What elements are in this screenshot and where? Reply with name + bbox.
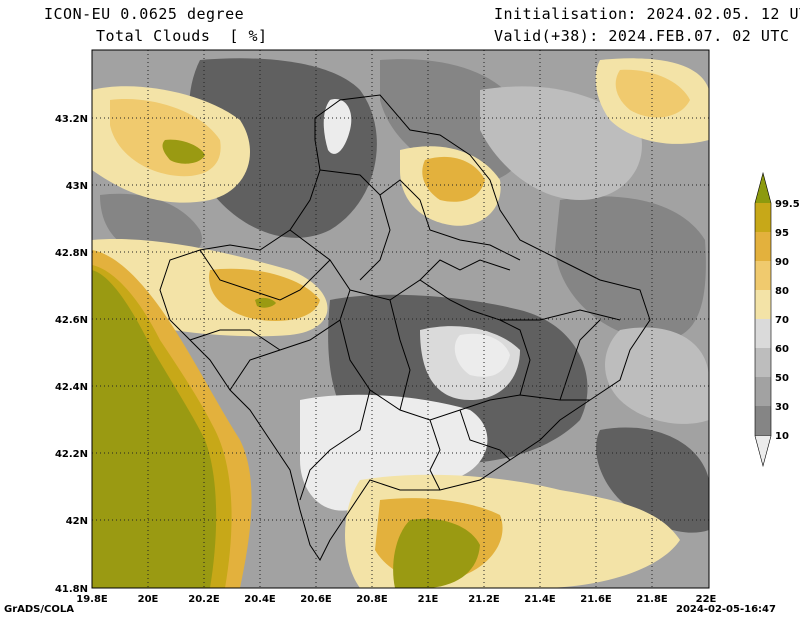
- lon-label: 19.8E: [76, 594, 108, 605]
- cloud-field: [92, 50, 709, 588]
- model-title: ICON-EU 0.0625 degree: [44, 5, 245, 23]
- lat-label: 42N: [66, 516, 88, 527]
- colorbar-band: [755, 232, 771, 261]
- colorbar-label: 60: [775, 344, 789, 355]
- valid-time-text: Valid(+38): 2024.FEB.07. 02 UTC: [494, 27, 790, 45]
- lat-label: 43.2N: [55, 114, 88, 125]
- colorbar-label: 95: [775, 228, 789, 239]
- colorbar-label: 50: [775, 373, 789, 384]
- lon-label: 21.2E: [468, 594, 500, 605]
- colorbar-label: 99.5: [775, 199, 800, 210]
- lon-label: 20.2E: [188, 594, 220, 605]
- footer-right: 2024-02-05-16:47: [676, 604, 776, 615]
- colorbar-top-arrow: [755, 173, 771, 203]
- colorbar-label: 30: [775, 402, 789, 413]
- map-frame: [91, 49, 710, 589]
- colorbar-band: [755, 377, 771, 406]
- lon-label: 21.4E: [524, 594, 556, 605]
- latitude-labels: 43.2N 43N 42.8N 42.6N 42.4N 42.2N 42N 41…: [55, 114, 88, 595]
- lat-label: 42.4N: [55, 382, 88, 393]
- colorbar-band: [755, 261, 771, 290]
- lon-label: 21.6E: [580, 594, 612, 605]
- colorbar-band: [755, 435, 771, 436]
- longitude-labels: 19.8E 20E 20.2E 20.4E 20.6E 20.8E 21E 21…: [76, 594, 716, 605]
- lon-label: 22E: [696, 594, 717, 605]
- lat-label: 42.6N: [55, 315, 88, 326]
- lon-label: 21E: [418, 594, 439, 605]
- lon-label: 20.6E: [300, 594, 332, 605]
- colorbar-band: [755, 348, 771, 377]
- colorbar-band: [755, 319, 771, 348]
- lat-label: 42.8N: [55, 248, 88, 259]
- footer-left: GrADS/COLA: [4, 604, 74, 615]
- colorbar-bottom-arrow: [755, 436, 771, 466]
- colorbar-band: [755, 203, 771, 232]
- lat-label: 43N: [66, 181, 88, 192]
- lon-label: 21.8E: [636, 594, 668, 605]
- lon-label: 20.4E: [244, 594, 276, 605]
- lat-label: 41.8N: [55, 584, 88, 595]
- variable-title: Total Clouds [ %]: [96, 27, 268, 45]
- initialisation-text: Initialisation: 2024.02.05. 12 UTC: [494, 5, 800, 23]
- colorbar-label: 10: [775, 431, 789, 442]
- lat-label: 42.2N: [55, 449, 88, 460]
- colorbar: 99.5 95 90 80 70 60 50 30 10: [754, 171, 800, 468]
- lon-label: 20.8E: [356, 594, 388, 605]
- lon-label: 20E: [138, 594, 159, 605]
- colorbar-label: 70: [775, 315, 789, 326]
- colorbar-label: 80: [775, 286, 789, 297]
- colorbar-band: [755, 406, 771, 435]
- colorbar-band: [755, 290, 771, 319]
- colorbar-label: 90: [775, 257, 789, 268]
